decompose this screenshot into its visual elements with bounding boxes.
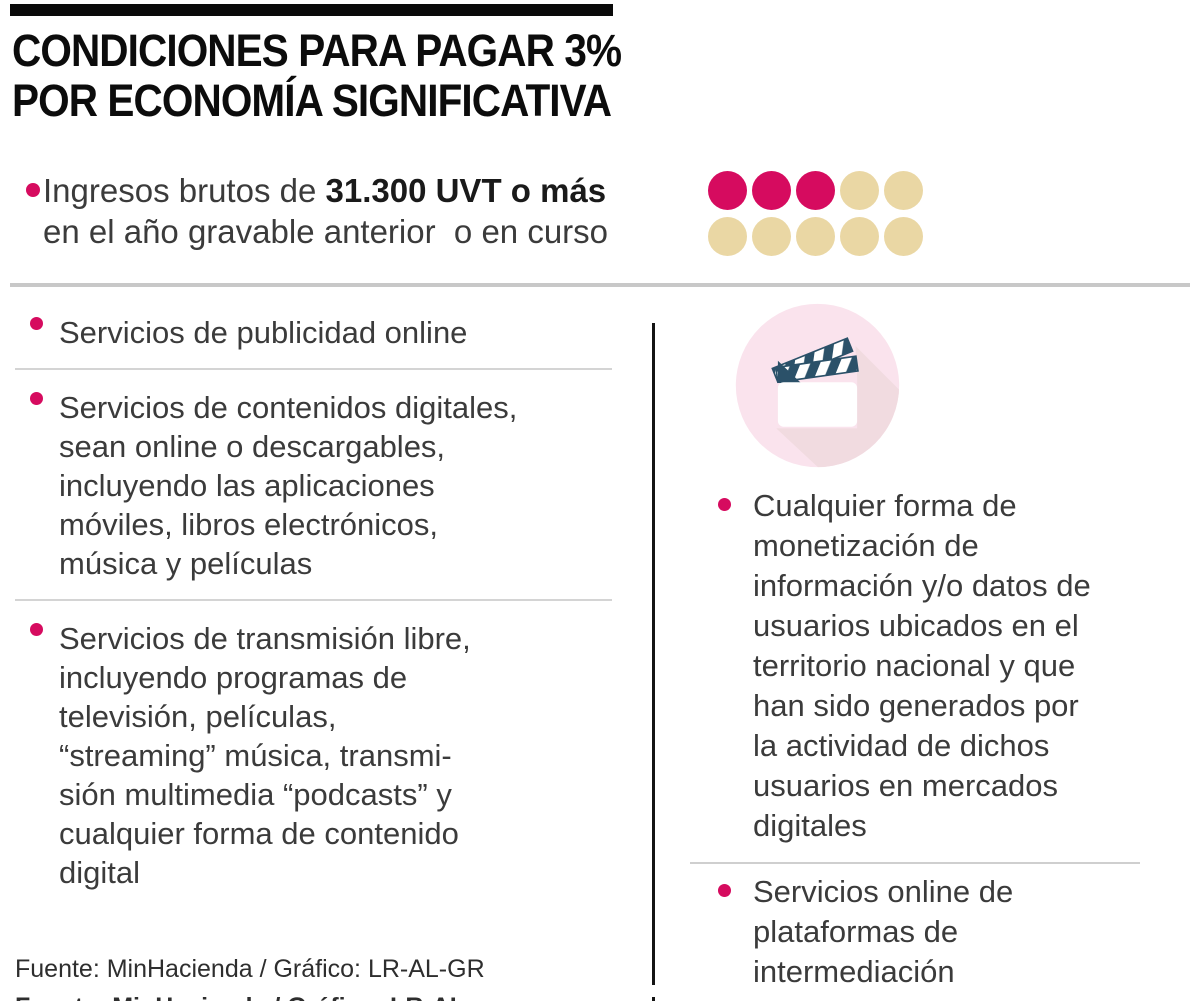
intro-text-regular: Ingresos brutos de bbox=[43, 172, 326, 209]
uvt-dot-inactive bbox=[884, 171, 923, 210]
page-title-line1: CONDICIONES PARA PAGAR 3% bbox=[12, 25, 622, 76]
list-item: Servicios de transmisión libre, incluyen… bbox=[15, 599, 612, 908]
bullet-dot-icon bbox=[26, 183, 40, 197]
uvt-dot-inactive bbox=[840, 217, 879, 256]
list-item: Servicios de publicidad online bbox=[15, 303, 612, 368]
uvt-dot-inactive bbox=[752, 217, 791, 256]
list-item-text: Servicios de transmisión libre, incluyen… bbox=[59, 621, 471, 890]
uvt-dot-active bbox=[752, 171, 791, 210]
uvt-dot-inactive bbox=[884, 217, 923, 256]
bullet-dot-icon bbox=[30, 623, 43, 636]
list-item-text: Servicios online de plataformas de inter… bbox=[753, 874, 1014, 989]
uvt-dot-inactive bbox=[796, 217, 835, 256]
uvt-dot-inactive bbox=[840, 171, 879, 210]
list-item-text: Servicios de publicidad online bbox=[59, 315, 468, 350]
column-divider-line bbox=[652, 323, 655, 985]
uvt-dot-active bbox=[796, 171, 835, 210]
bullet-dot-icon bbox=[30, 317, 43, 330]
list-item: Cualquier forma de monetización de infor… bbox=[690, 478, 1140, 862]
page-title: CONDICIONES PARA PAGAR 3% POR ECONOMÍA S… bbox=[12, 26, 622, 126]
intro-text-bold: 31.300 UVT o más bbox=[325, 172, 607, 209]
top-accent-bar bbox=[10, 4, 613, 16]
column-divider-line-tip bbox=[652, 997, 655, 1001]
list-item: Servicios online de plataformas de inter… bbox=[690, 862, 1140, 1008]
source-credit: Fuente: MinHacienda / Gráfico: LR-AL-GR bbox=[15, 955, 485, 983]
intro-text-line2: en el año gravable anterior o en curso bbox=[43, 213, 609, 250]
list-item: Servicios de contenidos digitales, sean … bbox=[15, 368, 612, 599]
list-item-text: Cualquier forma de monetización de infor… bbox=[753, 488, 1091, 843]
bullet-dot-icon bbox=[718, 498, 731, 511]
intro-bullet: Ingresos brutos de 31.300 UVT o más en el… bbox=[26, 170, 686, 252]
section-divider bbox=[10, 283, 1190, 287]
uvt-dot-inactive bbox=[708, 217, 747, 256]
left-column-list: Servicios de publicidad online Servicios … bbox=[15, 303, 612, 908]
source-credit-cutoff: Fuente: MinHacienda / Gráfico: LR-AL-GR bbox=[15, 992, 475, 1001]
list-item-text: Servicios de contenidos digitales, sean … bbox=[59, 390, 518, 581]
right-column-list: Cualquier forma de monetización de infor… bbox=[690, 478, 1192, 1008]
bullet-dot-icon bbox=[30, 392, 43, 405]
bullet-dot-icon bbox=[718, 884, 731, 897]
clapperboard-icon bbox=[735, 303, 900, 468]
intro-text: Ingresos brutos de 31.300 UVT o más en el… bbox=[26, 170, 686, 252]
uvt-dots-grid bbox=[708, 171, 928, 256]
page-title-line2: POR ECONOMÍA SIGNIFICATIVA bbox=[12, 75, 612, 126]
uvt-dot-active bbox=[708, 171, 747, 210]
